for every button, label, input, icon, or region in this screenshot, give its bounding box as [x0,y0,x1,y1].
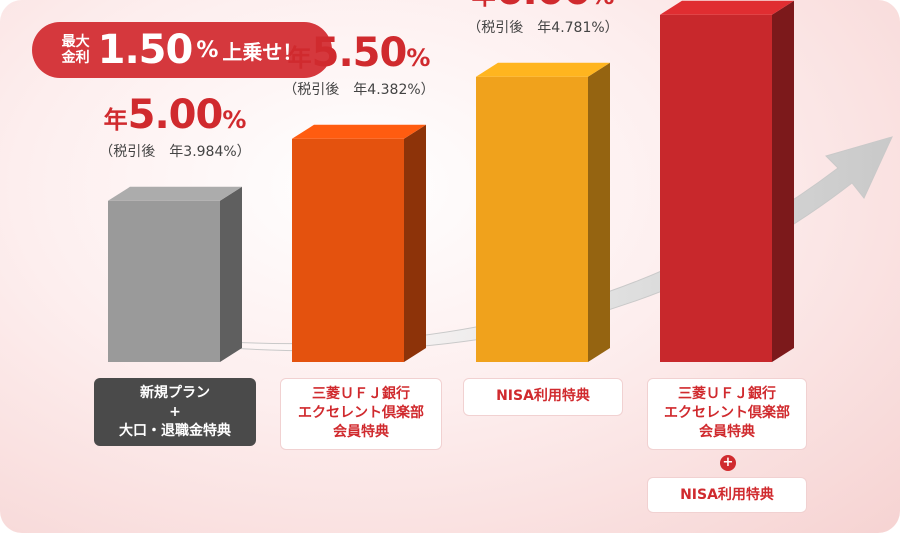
bar-3-side [588,62,610,363]
badge-value: 1.50 [97,27,194,73]
badge-line1: 最大 [61,34,90,50]
bar-2-label-line-1: 三菱ＵＦＪ銀行 [312,386,410,402]
bar-2-rate-unit: % [406,43,431,72]
bar-1-label-line-3: 大口・退職金特典 [119,423,231,439]
badge-suffix: 上乗せ！ [222,39,303,64]
bar-4-label-line-1: 三菱ＵＦＪ銀行 [678,386,776,402]
bar-1-label-line-2: + [169,404,181,420]
bar-2-rate-value: 5.50 [311,29,408,76]
bar-1-rate-prefix: 年 [103,105,128,134]
bar-4-top [660,0,794,15]
bar-1-rate-value: 5.00 [127,91,224,138]
bar-2-top [292,124,426,139]
bar-1-label-line-1: 新規プラン [140,385,210,401]
bar-1-rate: 年5.00% （税引後 年3.984%） [80,95,270,161]
bar-4-front [660,14,772,363]
bar-1-top [108,186,242,201]
bar-3-rate-prefix: 年 [472,0,496,10]
plus-icon: + [720,455,736,471]
bar-4-category-label: 三菱ＵＦＪ銀行 エクセレント倶楽部 会員特典 [647,378,807,450]
bar-3-rate: 年6.00%（税引後 年4.781%） [448,0,638,37]
bar-2-rate-main: 年5.50% [264,33,454,81]
bar-3-rate-value: 6.00 [496,0,592,14]
bar-4-label-line-3: 会員特典 [699,424,755,440]
badge-line2: 金利 [61,50,90,66]
bar-2-front [292,138,404,362]
bar-2-rate-prefix: 年 [287,43,312,72]
bar-3-rate-main: 年6.00% [448,0,638,19]
nisa-extra-label: NISA利用特典 [647,477,807,513]
nisa-extra-label-text: NISA利用特典 [680,487,774,503]
bar-1-category-label: 新規プラン + 大口・退職金特典 [94,378,256,446]
bar-1-after-tax: （税引後 年3.984%） [99,143,251,160]
badge-small-text: 最大 金利 [62,34,90,66]
bar-1-rate-unit: % [222,105,247,134]
badge-percent: % [196,37,219,63]
bar-3-front [476,76,588,363]
bar-2-rate: 年5.50% （税引後 年4.382%） [264,33,454,99]
bar-2-after-tax: （税引後 年4.382%） [283,81,435,98]
bar-4-side [772,0,794,363]
max-bonus-badge: 最大 金利 1.50 % 上乗せ！ [32,22,332,78]
bar-3-top [476,62,610,77]
bar-2-label-line-2: エクセレント倶楽部 [298,405,424,421]
bar-2-category-label: 三菱ＵＦＪ銀行 エクセレント倶楽部 会員特典 [280,378,442,450]
bars-layer [108,0,794,363]
bar-3-label-line-1: NISA利用特典 [496,388,590,404]
bar-3-rate-unit: % [590,0,614,10]
bar-1-rate-main: 年5.00% [80,95,270,143]
bar-3-category-label: NISA利用特典 [463,378,623,416]
bar-1-front [108,200,220,362]
bar-2-side [404,124,426,362]
bar-4-label-line-2: エクセレント倶楽部 [664,405,790,421]
bar-3-after-tax: （税引後 年4.781%） [467,19,619,36]
bar-2-label-line-3: 会員特典 [333,424,389,440]
bar-1-side [220,186,242,362]
